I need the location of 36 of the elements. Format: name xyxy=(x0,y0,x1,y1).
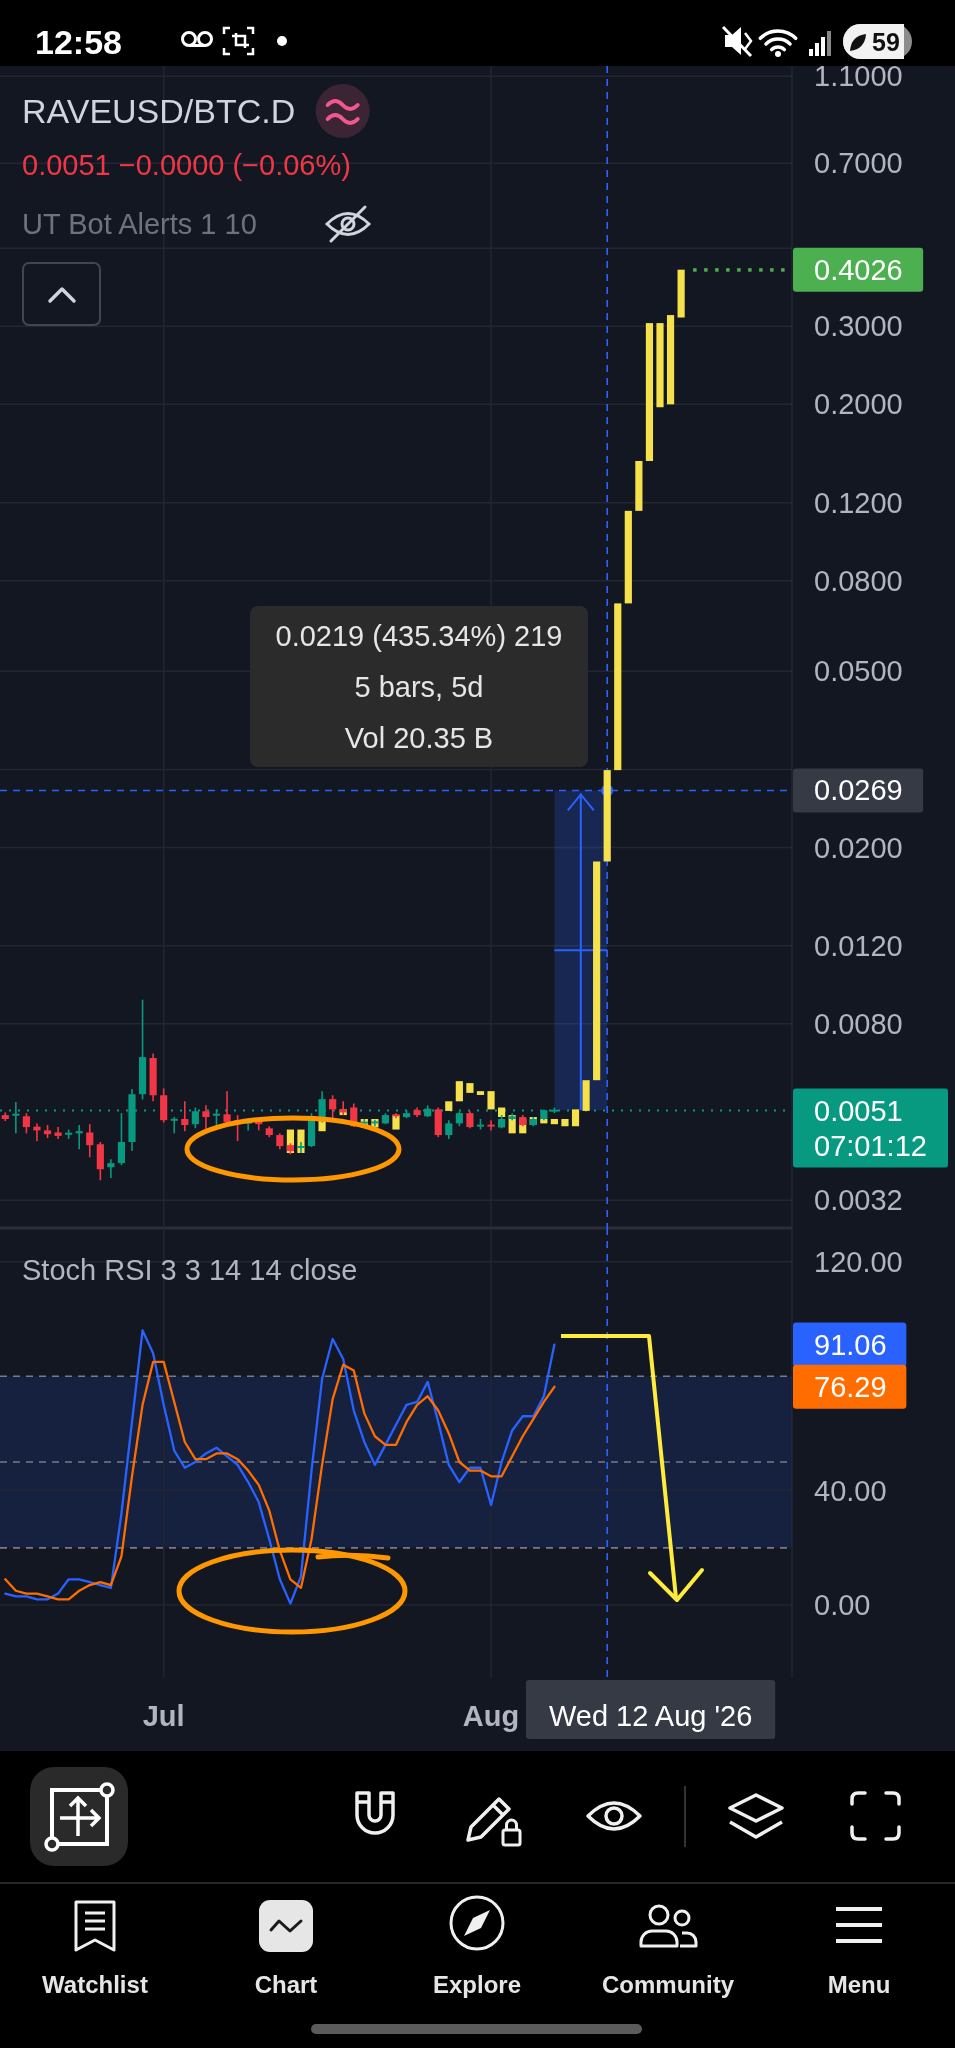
x-tick-label: Aug xyxy=(462,1700,520,1732)
y-tick-label: 120.00 xyxy=(814,1245,903,1278)
text: 76.29 xyxy=(814,1370,887,1403)
text: Chart xyxy=(254,1971,318,1998)
text: Explore xyxy=(432,1971,522,1998)
text: Community xyxy=(602,1971,735,1998)
text: RAVEUSD/BTC.D xyxy=(22,92,296,130)
text: 59 xyxy=(872,28,900,56)
y-tick-label: 1.1000 xyxy=(814,60,903,93)
annotation: Vol 20.35 B xyxy=(344,722,494,754)
y-tick-label: 0.0200 xyxy=(814,831,903,864)
text: Stoch RSI 3 3 14 14 close xyxy=(22,1254,358,1286)
text: Menu xyxy=(827,1971,891,1998)
y-tick-label: 0.1200 xyxy=(814,486,903,519)
y-tick-label: 0.2000 xyxy=(814,388,903,421)
ref-line-label: Wed 12 Aug '26 xyxy=(548,1700,753,1732)
y-tick-label: 0.0080 xyxy=(814,1007,903,1040)
text: 91.06 xyxy=(814,1328,887,1361)
ref-line-label: 0.0051 07:01:12 xyxy=(814,1094,927,1162)
y-tick-label: 0.0120 xyxy=(814,929,903,962)
y-tick-label: 40.00 xyxy=(814,1474,887,1507)
text: 12:58 xyxy=(35,23,122,61)
y-tick-label: 0.0032 xyxy=(814,1184,903,1217)
annotation: 0.0219 (435.34%) 219 xyxy=(275,620,563,652)
annotation: UT Bot Alerts 1 10 xyxy=(22,208,257,240)
y-tick-label: 0.7000 xyxy=(814,147,903,180)
annotation: 5 bars, 5d xyxy=(354,671,484,703)
y-tick-label: 0.0800 xyxy=(814,564,903,597)
text: Watchlist xyxy=(42,1971,148,1998)
y-tick-label: 0.0500 xyxy=(814,655,903,688)
y-tick-label: 0.3000 xyxy=(814,310,903,343)
text: 0.4026 xyxy=(814,253,903,286)
x-tick-label: Jul xyxy=(142,1700,185,1732)
text: 0.0051 −0.0000 (−0.06%) xyxy=(22,149,351,181)
ref-line-label: 0.0269 xyxy=(814,774,903,807)
y-tick-label: 0.00 xyxy=(814,1589,871,1622)
